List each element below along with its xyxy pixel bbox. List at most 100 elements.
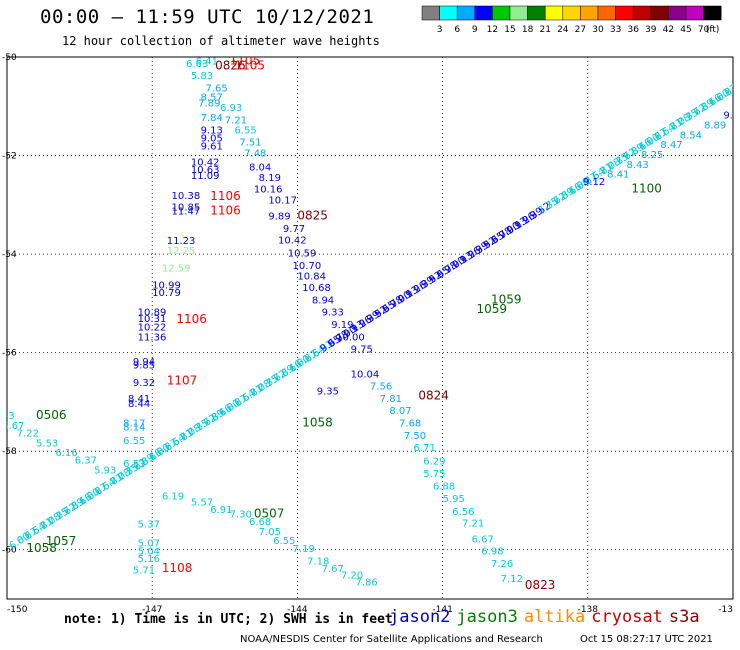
longitude-tick-label: -13 bbox=[718, 605, 733, 615]
height-label: 10.99 bbox=[152, 281, 181, 292]
height-label: 6.67 bbox=[2, 421, 24, 432]
height-label: 6.53 bbox=[123, 459, 145, 470]
legend-item-altika: altika bbox=[523, 607, 586, 627]
height-label: 7.67 bbox=[322, 564, 344, 575]
height-label: 7.56 bbox=[370, 382, 392, 393]
latitude-tick-label: -56 bbox=[2, 349, 17, 359]
pass-time-label: 1106 bbox=[210, 189, 241, 203]
height-label: 8.54 bbox=[680, 130, 702, 141]
latitude-tick-label: -50 bbox=[2, 53, 17, 63]
height-label: 9.94 bbox=[133, 357, 155, 368]
height-label: 10.68 bbox=[302, 283, 331, 294]
colorbar-unit-label: (ft) bbox=[706, 25, 720, 35]
legend-item-s3a: s3a bbox=[668, 607, 700, 627]
height-label: 10.38 bbox=[172, 191, 201, 202]
height-label: 8.89 bbox=[704, 120, 726, 131]
pass-time-label: 1106 bbox=[210, 204, 241, 218]
pass-time-label: 1100 bbox=[631, 182, 662, 196]
height-label: 8.04 bbox=[249, 162, 271, 173]
height-label: 10.22 bbox=[138, 322, 167, 333]
pass-time-label: 0824 bbox=[418, 388, 449, 402]
height-label: 10.89 bbox=[138, 308, 167, 319]
colorbar-tick-label: 36 bbox=[627, 25, 639, 35]
pass-time-label: 1108 bbox=[162, 561, 193, 575]
footer-note: note: 1) Time is in UTC; 2) SWH is in fe… bbox=[64, 612, 393, 627]
colorbar-tick-label: 9 bbox=[472, 25, 478, 35]
legend-item-jason3: jason3 bbox=[456, 607, 518, 627]
colorbar-tick-label: 42 bbox=[663, 25, 674, 35]
height-label: 9.85 bbox=[133, 360, 155, 371]
height-label: 6.71 bbox=[414, 443, 436, 454]
height-label: 10.17 bbox=[268, 195, 297, 206]
height-label: 5.07 bbox=[138, 538, 160, 549]
height-label: 8.41 bbox=[607, 170, 629, 181]
height-label: 7.05 bbox=[259, 527, 281, 538]
pass-time-label: 0507 bbox=[254, 507, 285, 521]
height-label: 6.98 bbox=[481, 547, 503, 558]
height-label: 9.75 bbox=[351, 345, 373, 356]
height-label: 9.61 bbox=[201, 142, 223, 153]
latitude-tick-label: -52 bbox=[2, 152, 17, 162]
height-label: 5.53 bbox=[36, 438, 58, 449]
latitude-tick-label: -54 bbox=[2, 250, 17, 260]
colorbar-tick-label: 33 bbox=[610, 25, 621, 35]
height-label: 8.25 bbox=[641, 150, 663, 161]
colorbar-tick-label: 6 bbox=[454, 25, 460, 35]
height-label: 10.31 bbox=[138, 314, 167, 325]
height-label: 9.05 bbox=[201, 134, 223, 145]
height-label: 9.89 bbox=[268, 212, 290, 223]
track-height-label: 6.54 bbox=[723, 78, 740, 99]
height-label: 9.12 bbox=[583, 177, 605, 188]
pass-time-label: 1058 bbox=[302, 416, 333, 430]
height-label: 5.16 bbox=[138, 554, 160, 565]
height-label: 6.55 bbox=[234, 125, 256, 136]
pass-time-label: 1057 bbox=[46, 534, 77, 548]
longitude-tick-label: -141 bbox=[432, 605, 452, 615]
map-data-layer: 6.006.276.546.817.087.357.627.898.166.00… bbox=[2, 53, 740, 592]
height-label: 11.23 bbox=[167, 236, 196, 247]
height-label: 7.21 bbox=[225, 116, 247, 127]
height-label: 10.63 bbox=[191, 165, 220, 176]
height-label: 8.14 bbox=[123, 422, 145, 433]
height-label: 9.32 bbox=[133, 378, 155, 389]
height-label: 5.57 bbox=[191, 497, 213, 508]
legend-item-cryosat: cryosat bbox=[591, 607, 663, 627]
height-label: 8.43 bbox=[627, 160, 649, 171]
height-label: 7.48 bbox=[244, 149, 266, 160]
pass-time-label: 0506 bbox=[36, 408, 67, 422]
height-label: 11.47 bbox=[172, 207, 201, 218]
pass-time-label: 1105 bbox=[230, 53, 261, 67]
colorbar-tick-label: 21 bbox=[539, 25, 550, 35]
height-label: 8.44 bbox=[128, 399, 150, 410]
height-label: 9.19 bbox=[331, 320, 353, 331]
legend-item-jason2: jason2 bbox=[389, 607, 451, 627]
map-title: 00:00 – 11:59 UTC 10/12/2021 bbox=[40, 6, 375, 28]
height-label: 8.17 bbox=[123, 419, 145, 430]
height-label: 6.29 bbox=[423, 456, 445, 467]
height-label: 8.19 bbox=[259, 173, 281, 184]
height-label: 8.57 bbox=[201, 92, 223, 103]
latitude-tick-label: -60 bbox=[2, 546, 17, 556]
height-label: 9.35 bbox=[317, 387, 339, 398]
track-height-label: 6.81 bbox=[731, 73, 740, 94]
height-label: 6.68 bbox=[249, 517, 271, 528]
pass-time-label: 1059 bbox=[476, 302, 507, 316]
height-label: 11.09 bbox=[191, 171, 220, 182]
height-label: 6.63 bbox=[186, 59, 208, 70]
colorbar-tick-label: 45 bbox=[680, 25, 691, 35]
credit-text: NOAA/NESDIS Center for Satellite Applica… bbox=[240, 634, 543, 645]
height-label: 5.83 bbox=[191, 71, 213, 82]
colorbar-tick-label: 27 bbox=[575, 25, 586, 35]
height-label: 6.16 bbox=[55, 448, 77, 459]
height-label: 7.51 bbox=[239, 138, 261, 149]
longitude-tick-label: -138 bbox=[578, 605, 599, 615]
height-label: 7.50 bbox=[404, 431, 426, 442]
wave-height-colorbar: 3 6 9 12 15 18 21 24 27 30 33 36 39 42 45 70(ft) bbox=[421, 5, 722, 35]
height-label: 10.59 bbox=[288, 249, 317, 260]
pass-time-label: 0826 bbox=[215, 58, 246, 72]
height-label: 7.12 bbox=[501, 574, 523, 585]
height-label: 5.93 bbox=[94, 465, 116, 476]
colorbar-tick-label: 30 bbox=[592, 25, 604, 35]
height-label: 10.16 bbox=[254, 185, 283, 196]
colorbar-tick-label: 12 bbox=[487, 25, 498, 35]
